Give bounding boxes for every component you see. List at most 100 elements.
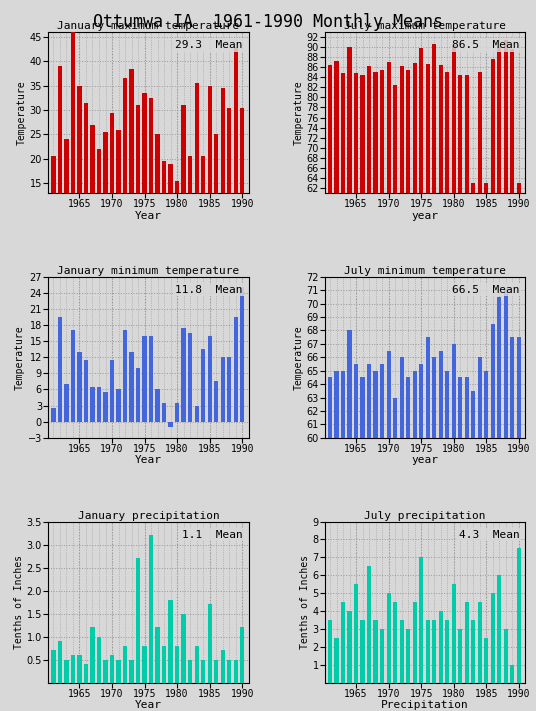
Bar: [214, 134, 218, 257]
X-axis label: Year: Year: [135, 210, 162, 220]
Bar: [367, 566, 371, 683]
Bar: [201, 660, 205, 683]
Bar: [188, 660, 192, 683]
Bar: [103, 132, 108, 257]
Bar: [188, 156, 192, 257]
Text: 1.1  Mean: 1.1 Mean: [182, 530, 243, 540]
Bar: [71, 13, 75, 257]
Y-axis label: Temperature: Temperature: [293, 325, 303, 390]
Text: 86.5  Mean: 86.5 Mean: [452, 40, 519, 50]
Title: July precipitation: July precipitation: [364, 510, 486, 520]
Bar: [123, 78, 127, 257]
Bar: [445, 620, 449, 683]
Bar: [227, 107, 231, 257]
Bar: [504, 629, 508, 683]
Y-axis label: Temperature: Temperature: [15, 325, 25, 390]
Bar: [84, 664, 88, 683]
Bar: [517, 183, 521, 500]
Bar: [77, 655, 81, 683]
Bar: [478, 358, 482, 711]
Bar: [58, 317, 62, 422]
Bar: [84, 103, 88, 257]
Bar: [77, 352, 81, 422]
Bar: [399, 65, 404, 500]
Bar: [374, 73, 378, 500]
Bar: [458, 75, 463, 500]
Bar: [341, 370, 345, 711]
Bar: [380, 629, 384, 683]
Bar: [201, 349, 205, 422]
Bar: [143, 93, 147, 257]
Bar: [91, 387, 95, 422]
Bar: [97, 149, 101, 257]
Y-axis label: Temperature: Temperature: [293, 80, 303, 145]
Bar: [334, 638, 339, 683]
Bar: [214, 381, 218, 422]
Bar: [380, 70, 384, 500]
Bar: [227, 358, 231, 422]
Bar: [452, 344, 456, 711]
Title: January maximum temperature: January maximum temperature: [57, 21, 240, 31]
Bar: [406, 378, 410, 711]
Bar: [452, 584, 456, 683]
Bar: [471, 391, 475, 711]
Text: 11.8  Mean: 11.8 Mean: [175, 285, 243, 295]
Bar: [227, 660, 231, 683]
Bar: [341, 602, 345, 683]
Bar: [419, 557, 423, 683]
Bar: [426, 64, 430, 500]
Bar: [426, 620, 430, 683]
Bar: [207, 85, 212, 257]
Bar: [465, 602, 469, 683]
Bar: [347, 611, 352, 683]
X-axis label: year: year: [412, 210, 438, 220]
Title: January precipitation: January precipitation: [78, 510, 219, 520]
Bar: [497, 575, 501, 683]
X-axis label: Year: Year: [135, 700, 162, 710]
Bar: [58, 641, 62, 683]
Bar: [220, 651, 225, 683]
Bar: [445, 370, 449, 711]
Bar: [458, 629, 463, 683]
Bar: [168, 600, 173, 683]
Bar: [110, 655, 114, 683]
Bar: [465, 75, 469, 500]
Text: 29.3  Mean: 29.3 Mean: [175, 40, 243, 50]
Bar: [386, 351, 391, 711]
Bar: [471, 183, 475, 500]
Bar: [504, 40, 508, 500]
Bar: [162, 646, 166, 683]
Bar: [413, 63, 417, 500]
Bar: [452, 45, 456, 500]
Bar: [123, 331, 127, 422]
Bar: [220, 358, 225, 422]
Bar: [406, 629, 410, 683]
Bar: [168, 422, 173, 427]
Bar: [149, 535, 153, 683]
Bar: [220, 88, 225, 257]
Bar: [51, 408, 56, 422]
Bar: [413, 602, 417, 683]
Bar: [91, 627, 95, 683]
Bar: [354, 584, 358, 683]
Bar: [328, 378, 332, 711]
X-axis label: Precipitation: Precipitation: [381, 700, 469, 710]
Bar: [207, 336, 212, 422]
Bar: [110, 112, 114, 257]
Bar: [97, 636, 101, 683]
Bar: [234, 317, 238, 422]
Bar: [182, 614, 185, 683]
Bar: [367, 65, 371, 500]
Bar: [361, 75, 364, 500]
Bar: [123, 646, 127, 683]
Bar: [195, 83, 199, 257]
Bar: [175, 646, 179, 683]
Text: 4.3  Mean: 4.3 Mean: [458, 530, 519, 540]
Bar: [445, 73, 449, 500]
Y-axis label: Tenths of Inches: Tenths of Inches: [300, 555, 310, 649]
Bar: [77, 85, 81, 257]
Bar: [510, 337, 515, 711]
Bar: [201, 156, 205, 257]
Bar: [504, 290, 508, 711]
Bar: [484, 183, 488, 500]
